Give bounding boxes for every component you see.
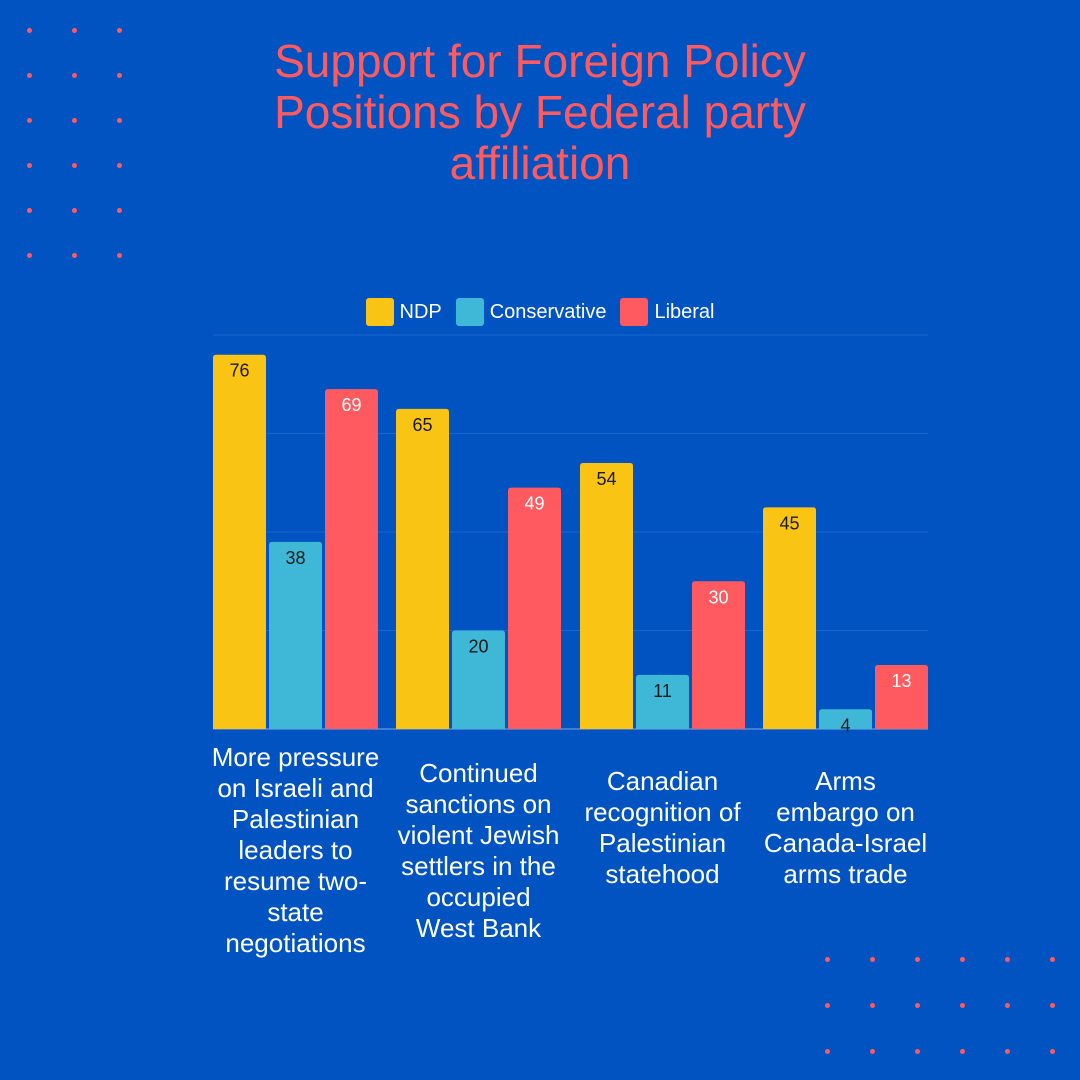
decorative-dot xyxy=(117,73,122,78)
category-label-arms-embargo: Arms embargo on Canada-Israel arms trade xyxy=(763,766,928,889)
category-label-two-state: More pressure on Israeli and Palestinian… xyxy=(211,742,380,958)
decorative-dot xyxy=(72,73,77,78)
bar-ndp-2 xyxy=(580,463,633,729)
legend-label-ndp: NDP xyxy=(399,300,442,323)
decorative-dot xyxy=(72,208,77,213)
legend-swatch-ndp xyxy=(365,298,394,326)
category-label-sanctions: Continued sanctions on violent Jewish se… xyxy=(397,758,560,943)
legend-item-liberal: Liberal xyxy=(620,298,715,326)
decorative-dot xyxy=(915,1003,920,1008)
decorative-dot xyxy=(960,1049,965,1054)
decorative-dot xyxy=(72,253,77,258)
legend-label-liberal: Liberal xyxy=(654,300,715,323)
category-label-recognition: Canadian recognition of Palestinian stat… xyxy=(584,766,741,889)
bar-liberal-3 xyxy=(875,664,928,729)
decorative-dot xyxy=(825,1003,830,1008)
decorative-dot xyxy=(27,163,32,168)
data-label-ndp-3: 45 xyxy=(779,513,799,533)
decorative-dot xyxy=(72,163,77,168)
data-label-ndp-0: 76 xyxy=(229,361,249,381)
decorative-dot xyxy=(27,118,32,123)
decorative-dot xyxy=(27,28,32,33)
bar-conservative-3 xyxy=(819,709,872,729)
legend-item-ndp: NDP xyxy=(365,298,442,326)
decorative-dot xyxy=(825,1049,830,1054)
bar-conservative-1 xyxy=(452,630,505,729)
decorative-dot xyxy=(915,957,920,962)
bar-conservative-0 xyxy=(269,541,322,729)
data-label-ndp-1: 65 xyxy=(412,415,432,435)
legend-swatch-conservative xyxy=(455,298,484,326)
decorative-dot xyxy=(117,253,122,258)
bar-ndp-3 xyxy=(763,507,816,729)
decorative-dot xyxy=(72,28,77,33)
data-label-liberal-3: 13 xyxy=(891,671,911,691)
legend-label-conservative: Conservative xyxy=(489,300,607,323)
decorative-dot xyxy=(915,1049,920,1054)
legend-swatch-liberal xyxy=(620,298,649,326)
decorative-dot xyxy=(960,1003,965,1008)
decorative-dot xyxy=(825,957,830,962)
data-label-ndp-2: 54 xyxy=(596,469,616,489)
decorative-dot xyxy=(1050,1003,1055,1008)
bar-liberal-2 xyxy=(692,581,745,729)
bar-ndp-1 xyxy=(396,408,449,729)
data-label-conservative-1: 20 xyxy=(468,637,488,657)
decorative-dot xyxy=(27,208,32,213)
data-label-liberal-2: 30 xyxy=(708,587,728,607)
decorative-dot xyxy=(117,163,122,168)
data-label-conservative-3: 4 xyxy=(840,715,850,735)
data-label-conservative-2: 11 xyxy=(653,681,672,701)
decorative-dot xyxy=(117,208,122,213)
bar-conservative-2 xyxy=(636,674,689,729)
decorative-dot xyxy=(1050,957,1055,962)
data-label-liberal-1: 49 xyxy=(524,494,544,514)
bar-ndp-0 xyxy=(213,354,266,729)
decorative-dot xyxy=(27,253,32,258)
data-label-liberal-0: 69 xyxy=(341,395,361,415)
chart-title: Support for Foreign Policy Positions by … xyxy=(274,35,806,189)
chart-legend: NDP Conservative Liberal xyxy=(0,298,1080,326)
decorative-dot xyxy=(1005,1003,1010,1008)
decorative-dot xyxy=(960,957,965,962)
decorative-dot xyxy=(1005,957,1010,962)
decorative-dot xyxy=(1005,1049,1010,1054)
legend-item-conservative: Conservative xyxy=(455,298,607,326)
decorative-dot xyxy=(117,28,122,33)
decorative-dot xyxy=(870,957,875,962)
decorative-dot xyxy=(870,1003,875,1008)
decorative-dot xyxy=(870,1049,875,1054)
bar-liberal-1 xyxy=(508,487,561,729)
bar-liberal-0 xyxy=(325,389,378,729)
data-label-conservative-0: 38 xyxy=(285,548,305,568)
decorative-dot xyxy=(72,118,77,123)
decorative-dot xyxy=(1050,1049,1055,1054)
decorative-dot xyxy=(117,118,122,123)
decorative-dot xyxy=(27,73,32,78)
